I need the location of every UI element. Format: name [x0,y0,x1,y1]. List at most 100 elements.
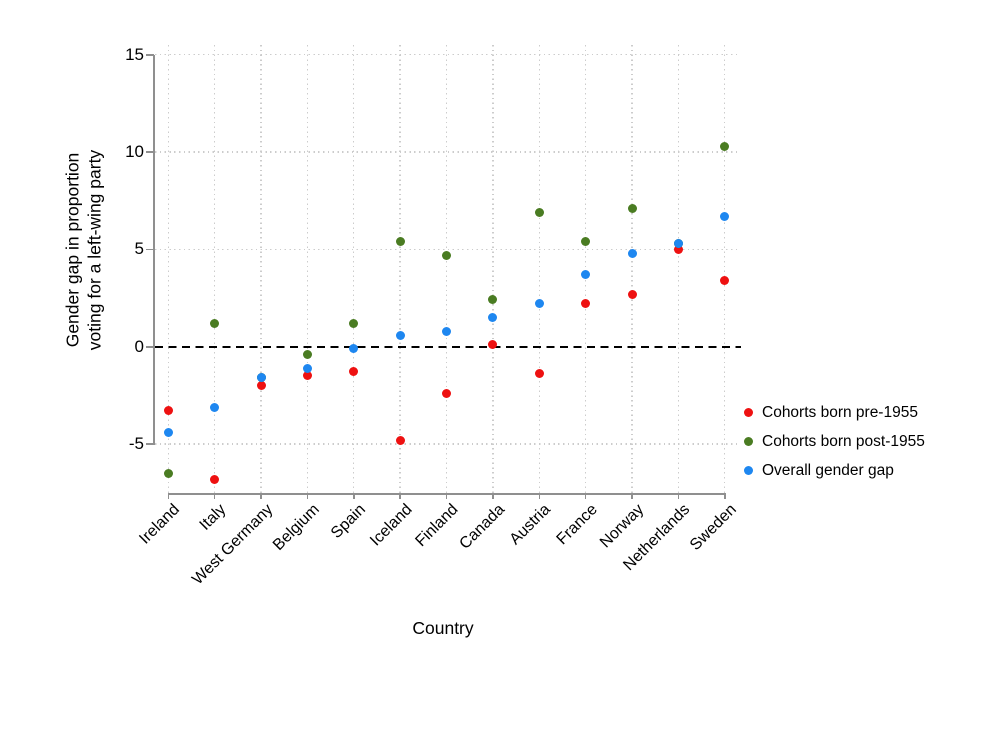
data-point-post1955 [627,204,637,214]
y-axis-tick [146,248,154,251]
data-point-pre1955 [442,388,452,398]
data-point-pre1955 [210,474,220,484]
x-axis-tick [260,493,262,499]
x-axis-tick [167,493,170,499]
x-axis-tick [631,493,633,499]
y-axis-line [153,54,155,445]
data-point-overall [720,211,730,221]
data-point-post1955 [442,250,452,260]
data-point-overall [627,248,637,258]
data-point-overall [302,363,312,373]
data-point-overall [256,373,266,383]
legend-label-overall: Overall gender gap [762,461,894,479]
x-axis-title: Country [412,618,474,638]
gridline-horizontal [155,54,740,56]
data-point-overall [395,330,405,340]
x-axis-tick [538,493,541,499]
y-axis-title-line1: Gender gap in proportion [62,152,83,348]
legend-label-pre1955: Cohorts born pre-1955 [762,403,918,421]
legend-label-post1955: Cohorts born post-1955 [762,432,925,450]
y-tick-label: 10 [125,142,144,162]
legend-marker-pre1955-icon [744,408,753,417]
zero-reference-line [155,345,741,348]
data-point-overall [442,326,452,336]
x-tick-label: Spain [327,501,369,542]
gridline-vertical [260,45,262,493]
data-point-post1955 [210,318,220,328]
x-tick-label: Finland [412,501,462,551]
data-point-post1955 [581,237,591,247]
x-tick-label: Canada [456,501,508,553]
gridline-vertical [306,45,309,493]
y-tick-label: -5 [128,434,144,453]
gridline-vertical [584,45,587,493]
gridline-horizontal [155,248,740,251]
data-point-pre1955 [720,276,730,286]
y-axis-tick [146,54,154,56]
gridline-vertical [399,45,401,493]
gridline-vertical [631,45,633,493]
x-axis-tick [399,493,401,499]
gridline-horizontal [155,443,740,445]
y-tick-label: 5 [134,239,144,259]
data-point-pre1955 [534,369,544,379]
data-point-pre1955 [488,340,498,350]
data-point-post1955 [349,318,359,328]
x-tick-label: Ireland [136,501,184,548]
data-point-overall [210,402,220,412]
data-point-pre1955 [163,406,173,416]
x-tick-label: Sweden [686,501,740,554]
x-axis-tick [353,493,355,499]
data-point-post1955 [163,468,173,478]
x-tick-label: Austria [507,501,555,549]
data-point-overall [673,239,683,249]
data-point-pre1955 [395,435,405,445]
x-axis-tick [724,493,726,499]
gridline-horizontal [155,151,740,153]
data-point-overall [534,299,544,309]
y-axis-tick [146,346,154,348]
gridline-vertical [492,45,494,493]
data-point-overall [163,427,173,437]
data-point-post1955 [395,237,405,247]
gridline-vertical [538,45,540,493]
x-axis-tick [306,493,309,499]
legend-item-pre1955: Cohorts born pre-1955 [744,403,925,422]
legend: Cohorts born pre-1955 Cohorts born post-… [744,403,925,480]
x-axis-tick [492,493,494,499]
data-point-post1955 [488,295,498,305]
data-point-pre1955 [673,244,683,254]
data-point-pre1955 [256,381,266,391]
gridline-vertical [445,45,448,493]
x-tick-label: Belgium [269,501,323,554]
x-axis-tick [213,493,216,499]
data-point-pre1955 [627,289,637,299]
x-axis-tick [584,493,587,499]
x-tick-label: West Germany [188,501,277,589]
data-point-post1955 [534,207,544,217]
data-point-pre1955 [581,299,591,309]
x-axis-tick [677,493,680,499]
data-point-overall [349,344,359,354]
data-point-pre1955 [302,371,312,381]
plot-area [155,45,741,493]
x-tick-label: Iceland [366,501,416,550]
gridline-vertical [353,45,355,493]
data-point-overall [488,313,498,322]
legend-item-post1955: Cohorts born post-1955 [744,432,925,451]
data-point-overall [581,270,591,280]
y-tick-label: 15 [125,44,144,64]
legend-item-overall: Overall gender gap [744,461,925,480]
legend-marker-overall-icon [744,466,753,475]
y-tick-label: 0 [134,336,144,356]
data-point-pre1955 [349,367,359,377]
x-tick-label: France [553,501,601,549]
data-point-post1955 [720,141,730,151]
legend-marker-post1955-icon [744,437,753,446]
y-axis-tick [146,443,154,445]
gridline-vertical [167,45,169,493]
x-tick-label: Italy [196,501,230,534]
y-axis-tick [146,151,154,153]
gridline-vertical [677,45,680,493]
